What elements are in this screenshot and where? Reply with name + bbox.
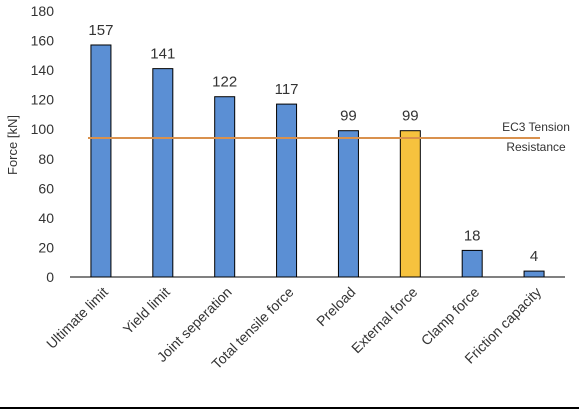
y-tick-label: 160 <box>31 33 55 49</box>
y-tick-label: 180 <box>31 3 55 19</box>
bottom-border <box>0 407 579 409</box>
data-label: 122 <box>212 74 237 91</box>
y-tick-label: 140 <box>31 62 55 78</box>
reference-line-label-2: Resistance <box>506 140 566 154</box>
bar <box>337 130 359 278</box>
x-tick-label: External force <box>348 284 421 357</box>
y-tick-label: 0 <box>46 269 54 285</box>
data-label: 157 <box>88 22 113 39</box>
x-tick-label: Clamp force <box>418 284 483 349</box>
x-tick-label: Yield limit <box>120 284 173 337</box>
data-label: 117 <box>275 81 299 98</box>
y-tick-label: 20 <box>38 239 54 255</box>
data-labels-group: 157 141 122 117 99 99 18 4 <box>88 22 538 265</box>
bar <box>152 68 174 278</box>
y-tick-label: 120 <box>31 92 55 108</box>
y-axis-ticks: 0 20 40 60 80 100 120 140 160 180 <box>31 3 55 285</box>
bar <box>461 249 483 278</box>
bar <box>214 96 236 278</box>
bar <box>276 103 298 278</box>
y-tick-label: 80 <box>38 151 54 167</box>
bar <box>523 270 545 278</box>
bar <box>399 130 421 278</box>
bars-group <box>90 44 545 278</box>
y-tick-label: 40 <box>38 210 54 226</box>
x-tick-label: Preload <box>313 284 358 329</box>
data-label: 18 <box>464 227 481 244</box>
data-label: 4 <box>530 248 538 265</box>
reference-line-label-1: EC3 Tension <box>502 120 570 134</box>
y-tick-label: 60 <box>38 180 54 196</box>
bar <box>90 44 112 278</box>
data-label: 99 <box>340 108 357 125</box>
x-tick-label: Ultimate limit <box>43 284 111 352</box>
data-label: 99 <box>402 108 419 125</box>
data-label: 141 <box>150 46 175 63</box>
y-axis-title: Force [kN] <box>5 115 20 175</box>
y-tick-label: 100 <box>31 121 55 137</box>
